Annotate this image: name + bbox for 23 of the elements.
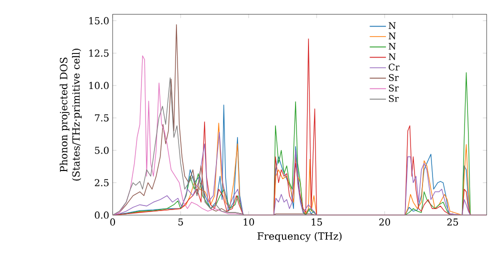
y-tick-label: 12.5 bbox=[89, 49, 109, 56]
legend-label: Sr bbox=[389, 84, 399, 92]
y-tick-label: 2.5 bbox=[94, 178, 109, 186]
y-tick-label: 15.0 bbox=[89, 16, 109, 24]
legend-label: Sr bbox=[389, 94, 399, 102]
legend-label: N bbox=[388, 22, 396, 29]
y-axis-title: Phonon projected DOS (States/THz·primitive cell) bbox=[60, 48, 82, 180]
legend-label: N bbox=[388, 42, 396, 50]
x-tick-label: 20 bbox=[379, 218, 390, 226]
legend-label: Cr bbox=[388, 63, 400, 70]
y-tick-label: 10.0 bbox=[89, 82, 109, 89]
legend-label: N bbox=[388, 53, 396, 60]
y-tick-label: 7.5 bbox=[95, 114, 109, 122]
x-axis-title: Frequency (THz) bbox=[258, 232, 342, 242]
y-tick-label: 5.0 bbox=[95, 146, 109, 154]
legend-label: N bbox=[388, 32, 396, 40]
legend-label: Sr bbox=[389, 74, 399, 81]
x-tick-label: 5 bbox=[178, 218, 183, 226]
x-tick-label: 25 bbox=[447, 218, 458, 226]
x-tick-label: 0 bbox=[110, 218, 116, 226]
x-tick-label: 15 bbox=[312, 218, 322, 226]
x-tick-label: 10 bbox=[244, 218, 254, 226]
y-tick-label: 0.0 bbox=[94, 211, 109, 218]
